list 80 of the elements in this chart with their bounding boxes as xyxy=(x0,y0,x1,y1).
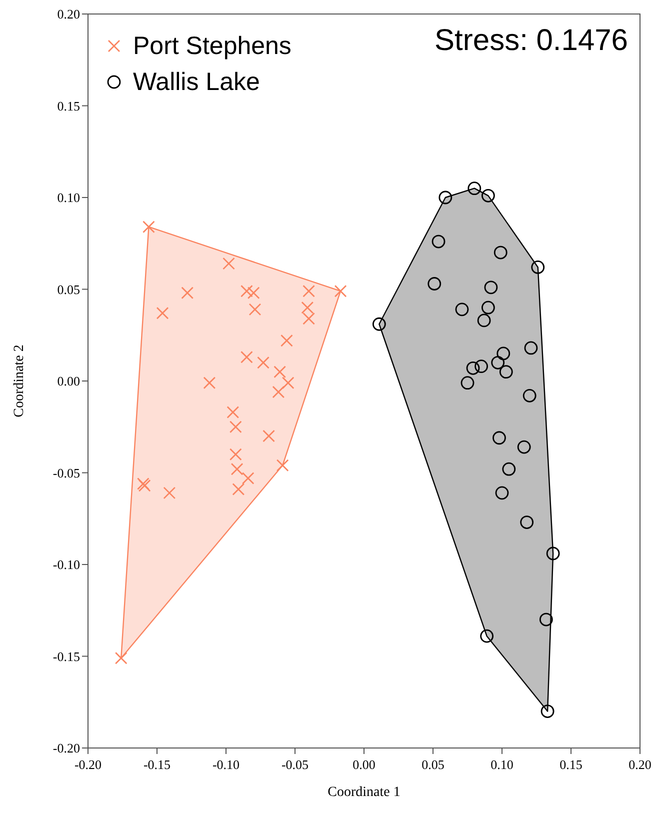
point xyxy=(494,246,508,260)
x-tick-label: 0.05 xyxy=(422,757,444,772)
point xyxy=(522,388,536,402)
y-tick-label: 0.05 xyxy=(57,282,80,297)
y-tick-label: -0.15 xyxy=(52,648,80,664)
point xyxy=(163,486,176,500)
point xyxy=(257,356,270,369)
point xyxy=(232,483,245,496)
point xyxy=(282,376,294,390)
point xyxy=(142,220,155,234)
y-tick-label: -0.05 xyxy=(52,465,80,480)
point xyxy=(531,260,545,274)
x-tick-label: 0.20 xyxy=(628,757,652,772)
point xyxy=(474,360,488,374)
x-tick-label: -0.05 xyxy=(281,757,309,772)
point xyxy=(240,350,253,364)
point xyxy=(302,284,315,298)
point xyxy=(520,516,534,529)
point xyxy=(495,486,509,500)
point xyxy=(230,462,244,476)
point xyxy=(438,190,452,204)
point xyxy=(455,302,469,316)
point xyxy=(247,286,260,300)
point xyxy=(156,306,169,320)
y-tick-label: -0.20 xyxy=(52,740,80,756)
x-tick-label: 0.00 xyxy=(352,757,376,772)
point xyxy=(280,334,293,347)
point xyxy=(428,277,442,290)
y-tick-label: 0.00 xyxy=(57,374,80,389)
point xyxy=(301,301,314,314)
point xyxy=(468,182,482,196)
point xyxy=(482,188,495,202)
point xyxy=(460,376,474,390)
legend-label: Wallis Lake xyxy=(133,68,260,96)
annotation: Stress: 0.1476 xyxy=(434,24,628,58)
x-tick-label: -0.20 xyxy=(74,757,102,772)
point xyxy=(496,346,510,360)
y-tick-label: 0.20 xyxy=(57,6,80,22)
point xyxy=(480,629,494,643)
point xyxy=(484,280,498,294)
point xyxy=(272,386,285,398)
point xyxy=(181,286,194,300)
x-tick-label: 0.15 xyxy=(560,757,582,772)
point xyxy=(302,312,315,325)
point xyxy=(482,300,495,314)
point xyxy=(222,257,235,270)
point xyxy=(203,376,216,390)
point xyxy=(524,341,538,355)
point xyxy=(517,440,531,454)
point xyxy=(477,314,491,328)
point xyxy=(229,420,242,434)
point xyxy=(334,284,347,298)
point xyxy=(539,612,553,626)
point xyxy=(262,430,275,442)
y-tick-label: 0.15 xyxy=(57,98,80,114)
point xyxy=(276,459,289,472)
y-tick-label: 0.10 xyxy=(57,190,80,206)
point xyxy=(229,448,242,461)
point xyxy=(372,317,386,331)
point xyxy=(248,303,262,316)
point xyxy=(540,704,554,718)
point xyxy=(502,462,516,476)
x-tick-label: 0.10 xyxy=(490,757,514,772)
y-tick-label: -0.10 xyxy=(52,557,80,572)
point xyxy=(499,365,513,379)
point xyxy=(492,431,506,445)
point xyxy=(242,472,254,484)
x-axis-title: Coordinate 1 xyxy=(328,785,400,800)
point xyxy=(274,366,286,378)
point xyxy=(240,284,253,298)
point xyxy=(466,361,480,375)
point xyxy=(491,356,505,370)
y-axis-title: Coordinate 2 xyxy=(12,344,27,418)
x-tick-label: -0.15 xyxy=(143,757,171,772)
point xyxy=(114,652,128,664)
point xyxy=(432,234,446,248)
point xyxy=(226,406,240,418)
legend-label: Port Stephens xyxy=(133,32,292,60)
x-tick-label: -0.10 xyxy=(212,757,240,772)
point xyxy=(546,546,560,560)
